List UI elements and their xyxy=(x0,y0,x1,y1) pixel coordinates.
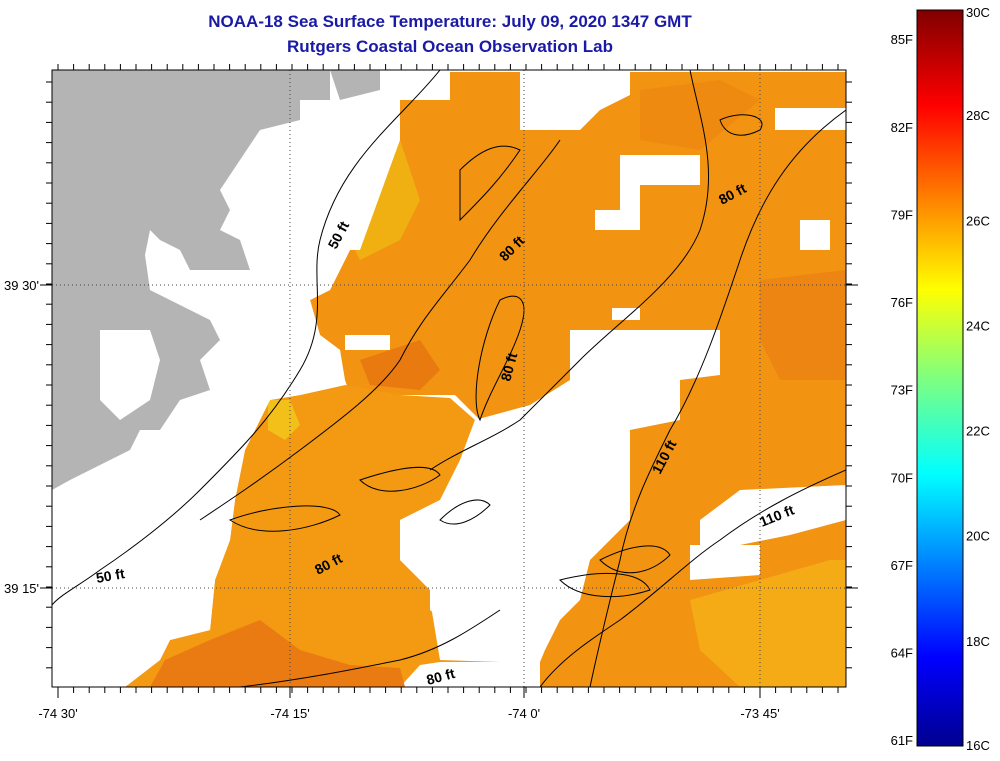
colorbar xyxy=(916,9,964,747)
contour-label: 50 ft xyxy=(95,565,126,586)
colorbar-fahrenheit-label: 70F xyxy=(891,470,913,485)
x-tick-label: -74 0' xyxy=(508,706,540,721)
colorbar-celsius-label: 30C xyxy=(966,5,990,20)
graticule xyxy=(52,70,846,687)
colorbar-celsius-label: 22C xyxy=(966,424,990,439)
colorbar-fahrenheit-label: 79F xyxy=(891,207,913,222)
x-tick-label: -74 30' xyxy=(38,706,77,721)
colorbar-fahrenheit-label: 76F xyxy=(891,295,913,310)
colorbar-celsius-label: 26C xyxy=(966,213,990,228)
bathymetry-contours xyxy=(52,70,846,687)
axis-ticks xyxy=(40,64,858,698)
x-tick-label: -74 15' xyxy=(270,706,309,721)
map-title: NOAA-18 Sea Surface Temperature: July 09… xyxy=(208,12,692,31)
y-tick-label: 39 15' xyxy=(4,581,39,596)
map-subtitle: Rutgers Coastal Ocean Observation Lab xyxy=(287,37,613,56)
x-tick-label: -73 45' xyxy=(740,706,779,721)
colorbar-fahrenheit-label: 73F xyxy=(891,383,913,398)
colorbar-fahrenheit-label: 85F xyxy=(891,32,913,47)
contour-label: 80 ft xyxy=(425,665,457,688)
colorbar-celsius-labels: 30C 28C 26C 24C 22C 20C 18C 16C xyxy=(966,5,990,753)
colorbar-celsius-label: 24C xyxy=(966,318,990,333)
colorbar-fahrenheit-label: 61F xyxy=(891,733,913,748)
colorbar-celsius-label: 20C xyxy=(966,529,990,544)
colorbar-fahrenheit-labels: 85F 82F 79F 76F 73F 70F 67F 64F 61F xyxy=(891,32,913,748)
contour-label: 80 ft xyxy=(497,351,520,383)
colorbar-fahrenheit-label: 82F xyxy=(891,120,913,135)
colorbar-celsius-label: 16C xyxy=(966,738,990,753)
colorbar-fahrenheit-label: 67F xyxy=(891,558,913,573)
y-tick-label: 39 30' xyxy=(4,278,39,293)
colorbar-celsius-label: 28C xyxy=(966,108,990,123)
colorbar-celsius-label: 18C xyxy=(966,634,990,649)
colorbar-fahrenheit-label: 64F xyxy=(891,646,913,661)
